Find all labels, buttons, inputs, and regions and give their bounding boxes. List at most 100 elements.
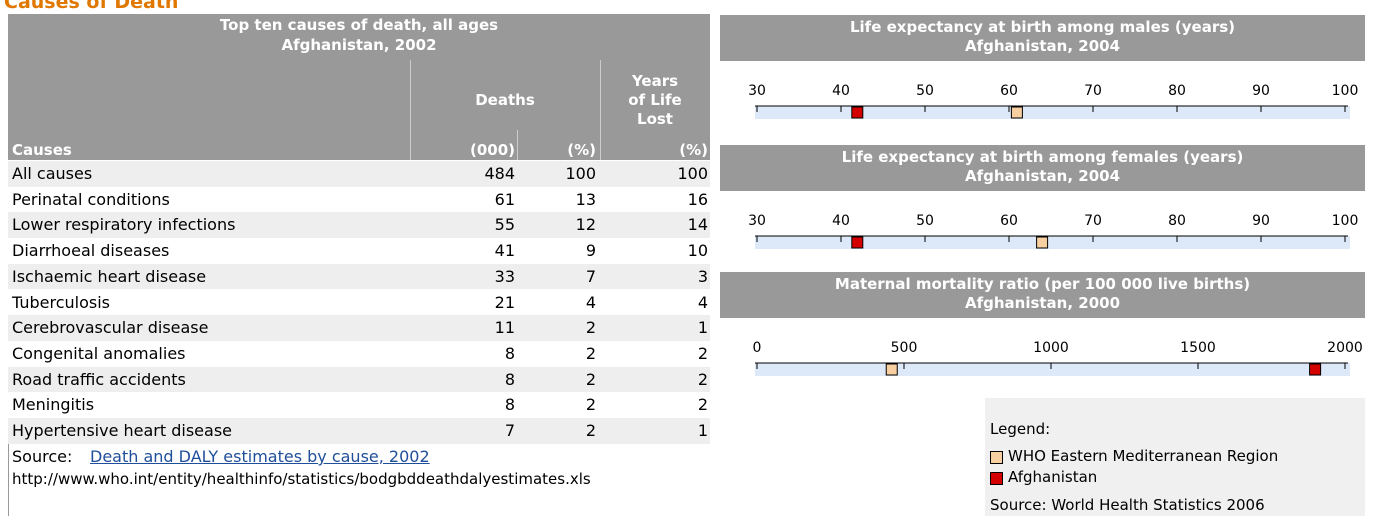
tick-label: 80 — [1168, 83, 1186, 99]
chart-title: Afghanistan, 2004 — [964, 37, 1121, 55]
row-bg — [8, 263, 710, 290]
cell-value: 2 — [697, 369, 708, 389]
column-header: Causes — [12, 141, 72, 159]
cell-value: 2 — [585, 395, 596, 415]
scale-bar — [755, 363, 1350, 376]
legend-box — [985, 398, 1365, 516]
chart-title: Life expectancy at birth among males (ye… — [849, 18, 1236, 36]
cell-value: 2 — [697, 395, 708, 415]
group-header: Deaths — [475, 90, 535, 109]
cell-value: 2 — [585, 318, 596, 338]
chart-header — [720, 145, 1365, 191]
tick-label: 100 — [1332, 213, 1359, 229]
marker — [851, 236, 864, 249]
cell-value: 7 — [585, 266, 596, 286]
cell-value: 2 — [585, 343, 596, 363]
row-bg — [8, 212, 710, 239]
tick-label: 30 — [748, 83, 766, 99]
table-title: Afghanistan, 2002 — [281, 36, 437, 54]
tick-label: 30 — [748, 213, 766, 229]
legend-swatch — [990, 451, 1003, 464]
row-bg — [8, 161, 710, 187]
header-divider — [410, 60, 411, 160]
tick-label: 0 — [753, 340, 762, 356]
cell-value: 100 — [565, 164, 596, 183]
cell-value: 7 — [504, 421, 515, 440]
tick-label: 90 — [1252, 83, 1270, 99]
cell-value: 484 — [484, 164, 515, 183]
group-header: of Life — [628, 90, 682, 109]
header-divider — [517, 130, 518, 160]
chart-title: Life expectancy at birth among females (… — [841, 148, 1244, 166]
cell-value: 10 — [687, 241, 708, 261]
source-link[interactable]: Death and DALY estimates by cause, 2002 — [90, 447, 430, 466]
table-title: Top ten causes of death, all ages — [219, 16, 499, 34]
cell-value: 41 — [494, 241, 515, 261]
cell-value: 12 — [575, 215, 596, 235]
cause-name: Perinatal conditions — [12, 189, 170, 209]
chart-title: Afghanistan, 2000 — [964, 294, 1121, 312]
column-header: (%) — [567, 141, 596, 159]
marker — [885, 363, 898, 376]
cause-name: Meningitis — [12, 395, 95, 415]
legend-title: Legend: — [990, 420, 1051, 438]
tick-label: 90 — [1252, 213, 1270, 229]
cell-value: 8 — [504, 343, 515, 363]
header-divider — [600, 60, 601, 160]
column-header: (%) — [679, 141, 708, 159]
legend-source: Source: World Health Statistics 2006 — [990, 496, 1265, 514]
tick-label: 50 — [916, 213, 934, 229]
cell-value: 2 — [697, 343, 708, 363]
cell-value: 3 — [697, 266, 708, 286]
tick-label: 50 — [916, 83, 934, 99]
cell-value: 2 — [585, 421, 596, 440]
table-header — [8, 14, 710, 160]
cell-value: 33 — [494, 266, 515, 286]
cause-name: Lower respiratory infections — [12, 215, 236, 235]
group-header: Lost — [637, 109, 673, 128]
marker — [851, 106, 864, 119]
tick-label: 60 — [1000, 213, 1018, 229]
marker — [1036, 236, 1049, 249]
chart-title: Maternal mortality ratio (per 100 000 li… — [834, 275, 1251, 293]
cell-value: 1 — [697, 318, 708, 338]
cell-value: 4 — [585, 292, 596, 312]
tick-label: 100 — [1332, 83, 1359, 99]
cause-name: All causes — [12, 164, 93, 183]
table-border — [8, 444, 9, 516]
cell-value: 2 — [585, 369, 596, 389]
chart-header — [720, 272, 1365, 318]
tick-label: 2000 — [1327, 340, 1363, 356]
cause-name: Congenital anomalies — [12, 343, 186, 363]
group-header: Years — [631, 71, 679, 90]
source-url: http://www.who.int/entity/healthinfo/sta… — [12, 470, 591, 488]
tick-label: 500 — [891, 340, 918, 356]
legend-label: Afghanistan — [1008, 468, 1098, 486]
cell-value: 8 — [504, 395, 515, 415]
tick-label: 70 — [1084, 83, 1102, 99]
cell-value: 14 — [687, 215, 708, 235]
cause-name: Tuberculosis — [12, 292, 110, 312]
cell-value: 11 — [494, 318, 515, 338]
cell-value: 1 — [697, 421, 708, 440]
cause-name: Hypertensive heart disease — [12, 421, 233, 440]
tick-label: 1000 — [1033, 340, 1069, 356]
tick-label: 70 — [1084, 213, 1102, 229]
marker — [1309, 363, 1322, 376]
cell-value: 61 — [494, 189, 515, 209]
cell-value: 16 — [687, 189, 708, 209]
cell-value: 100 — [677, 164, 708, 183]
cell-value: 55 — [494, 215, 515, 235]
tick-label: 1500 — [1180, 340, 1216, 356]
source-prefix: Source: — [12, 447, 73, 466]
cell-value: 13 — [575, 189, 596, 209]
chart-header — [720, 15, 1365, 61]
cell-value: 8 — [504, 369, 515, 389]
page-title: Causes of Death — [4, 0, 179, 13]
cause-name: Diarrhoeal diseases — [12, 241, 170, 261]
cell-value: 4 — [697, 292, 708, 312]
chart-title: Afghanistan, 2004 — [964, 167, 1121, 185]
tick-label: 40 — [832, 213, 850, 229]
cause-name: Road traffic accidents — [12, 369, 186, 389]
